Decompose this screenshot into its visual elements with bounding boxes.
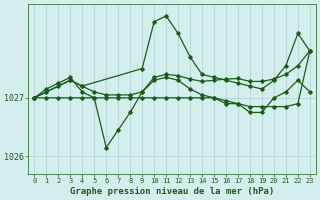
- X-axis label: Graphe pression niveau de la mer (hPa): Graphe pression niveau de la mer (hPa): [70, 187, 274, 196]
